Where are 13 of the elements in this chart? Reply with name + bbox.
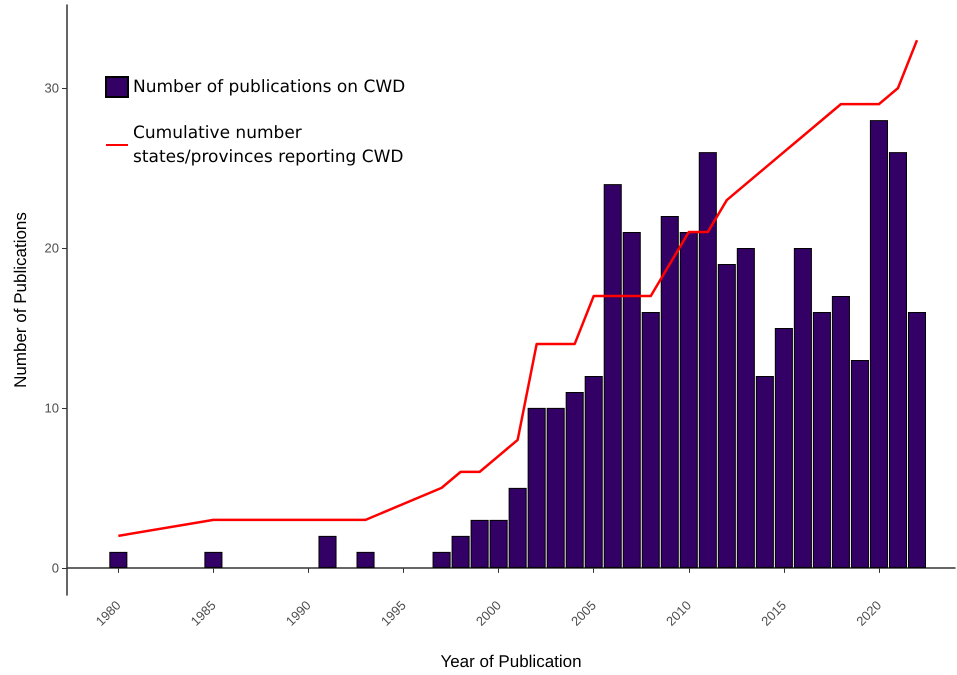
bar	[109, 552, 128, 568]
legend-label: Cumulative number states/provinces reporting CWD	[133, 123, 404, 167]
y-tick-label: 10	[44, 400, 59, 416]
bar	[318, 536, 337, 568]
bar	[356, 552, 375, 568]
x-axis-title: Year of Publication	[440, 652, 582, 671]
y-axis-title: Number of Publications	[11, 212, 30, 388]
line-series	[117, 38, 918, 538]
legend-label: Number of publications on CWD	[133, 77, 406, 97]
y-tick-label: 20	[44, 240, 59, 256]
bar	[204, 552, 222, 568]
y-tick-label: 0	[52, 560, 59, 576]
y-tick-label: 30	[44, 80, 59, 96]
